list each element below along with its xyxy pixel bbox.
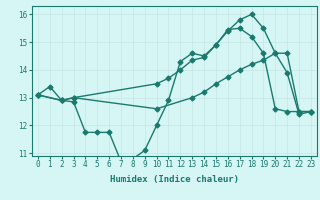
X-axis label: Humidex (Indice chaleur): Humidex (Indice chaleur) [110, 175, 239, 184]
